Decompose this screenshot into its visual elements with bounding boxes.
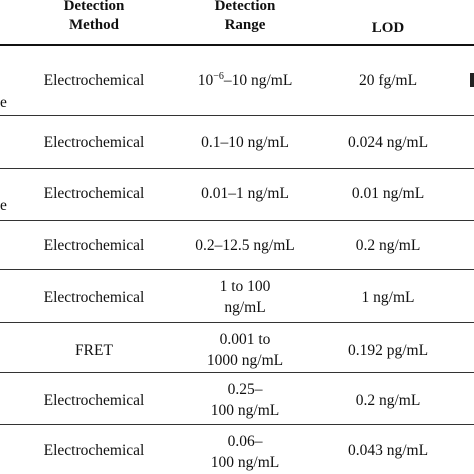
row-2-range: 0.1–10 ng/mL — [201, 134, 289, 151]
row-1-range-base: 10 — [197, 72, 214, 89]
row-8-range: 0.06– 100 ng/mL — [170, 431, 320, 473]
row-1-range-exponent: −6 — [213, 71, 224, 82]
row-8-range-line-1: 0.06– — [227, 433, 263, 450]
row-2-lod: 0.024 ng/mL — [347, 134, 429, 151]
row-6-range-line-2: 1000 ng/mL — [206, 352, 284, 369]
row-4-lod: 0.2 ng/mL — [355, 237, 421, 254]
left-fragment-row-3: e — [0, 197, 7, 214]
row-6-method: FRET — [75, 342, 113, 359]
row-3-rule — [0, 220, 474, 221]
header-range-line-1: Detection — [214, 0, 276, 14]
header-method-line-1: Detection — [63, 0, 125, 14]
row-7-range-line-1: 0.25– — [227, 381, 263, 398]
row-4-rule — [0, 269, 474, 270]
row-3-method: Electrochemical — [43, 185, 145, 202]
row-8-method: Electrochemical — [43, 442, 145, 459]
row-6-range: 0.001 to 1000 ng/mL — [170, 329, 320, 371]
header-method-line-2: Method — [69, 17, 119, 33]
row-2-method: Electrochemical — [43, 134, 145, 151]
row-7-range: 0.25– 100 ng/mL — [170, 379, 320, 421]
row-5-rule — [0, 322, 474, 323]
header-rule — [0, 44, 474, 46]
row-4-method: Electrochemical — [43, 237, 145, 254]
row-1-range: 10−6–10 ng/mL — [170, 70, 320, 91]
row-4-range: 0.2–12.5 ng/mL — [195, 237, 295, 254]
row-6-range-line-1: 0.001 to — [219, 331, 271, 348]
row-6-lod: 0.192 pg/mL — [347, 342, 429, 359]
row-1-rule — [0, 115, 474, 116]
row-7-rule — [0, 424, 474, 425]
row-7-lod: 0.2 ng/mL — [355, 392, 421, 409]
row-6-rule — [0, 372, 474, 373]
row-5-method: Electrochemical — [43, 289, 145, 306]
row-8-lod: 0.043 ng/mL — [347, 442, 429, 459]
row-5-range-line-1: 1 to 100 — [219, 278, 271, 295]
row-7-method: Electrochemical — [43, 392, 145, 409]
row-2-rule — [0, 168, 474, 169]
row-3-range: 0.01–1 ng/mL — [201, 185, 289, 202]
row-5-lod: 1 ng/mL — [361, 289, 415, 306]
row-8-range-line-2: 100 ng/mL — [210, 454, 280, 471]
row-3-lod: 0.01 ng/mL — [351, 185, 425, 202]
header-method: Detection Method — [20, 0, 168, 35]
row-1-lod: 20 fg/mL — [358, 72, 418, 89]
header-range: Detection Range — [170, 0, 320, 35]
row-5-range-line-2: ng/mL — [224, 299, 266, 316]
row-7-range-line-2: 100 ng/mL — [210, 402, 280, 419]
row-1-range-rest: –10 ng/mL — [223, 72, 293, 89]
right-edge-mark — [470, 73, 474, 87]
header-range-line-2: Range — [224, 17, 266, 33]
left-fragment-row-1: e — [0, 94, 7, 111]
row-5-range: 1 to 100 ng/mL — [170, 276, 320, 318]
header-lod: LOD — [371, 20, 405, 36]
row-1-method: Electrochemical — [43, 72, 145, 89]
